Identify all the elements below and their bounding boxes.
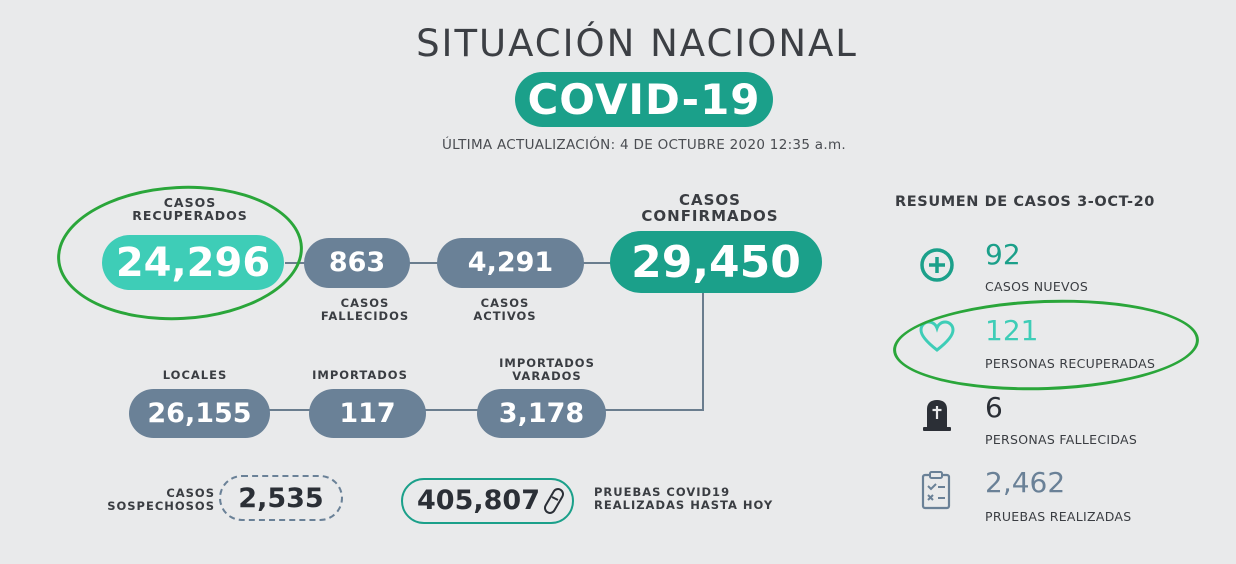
activos-value: 4,291 [437,238,584,288]
fallecidos-value: 863 [304,238,410,288]
summary-title: RESUMEN DE CASOS 3-OCT-20 [895,194,1155,210]
covid-badge: COVID-19 [515,72,773,127]
fallecidos-label: CASOS FALLECIDOS [320,296,410,323]
summary-recuperadas-value: 121 [985,314,1039,347]
locales-label: LOCALES [162,368,228,382]
last-updated-text: ÚLTIMA ACTUALIZACIÓN: 4 DE OCTUBRE 2020 … [441,137,847,153]
test-tube-icon [541,486,567,522]
importados-label: IMPORTADOS [312,368,408,382]
heart-icon [918,320,956,358]
page-title: SITUACIÓN NACIONAL [416,22,858,65]
varados-value: 3,178 [477,389,606,438]
tombstone-icon [920,397,954,437]
pruebas-value: 405,807 [417,485,540,516]
recuperados-value: 24,296 [102,235,284,290]
confirmados-value: 29,450 [610,231,822,293]
clipboard-icon [920,470,952,514]
summary-pruebas-label: PRUEBAS REALIZADAS [985,509,1132,524]
pruebas-label: PRUEBAS COVID19 REALIZADAS HASTA HOY [594,485,774,512]
activos-label: CASOS ACTIVOS [473,296,537,323]
confirmados-label: CASOS CONFIRMADOS [641,191,779,225]
varados-label: IMPORTADOS VARADOS [499,356,595,383]
summary-fallecidas-value: 6 [985,391,1003,424]
locales-value: 26,155 [129,389,270,438]
sospechosos-label: CASOS SOSPECHOSOS [107,486,215,513]
highlight-oval-summary-recuperadas [891,294,1201,396]
plus-circle-icon [918,246,956,288]
importados-value: 117 [309,389,426,438]
recuperados-label: CASOS RECUPERADOS [132,195,248,223]
summary-recuperadas-label: PERSONAS RECUPERADAS [985,356,1156,371]
summary-nuevos-label: CASOS NUEVOS [985,279,1089,294]
summary-pruebas-value: 2,462 [985,466,1066,499]
connector-line [702,285,704,410]
summary-fallecidas-label: PERSONAS FALLECIDAS [985,432,1138,447]
pruebas-box: 405,807 [401,478,574,524]
sospechosos-value: 2,535 [219,475,343,521]
summary-nuevos-value: 92 [985,238,1021,271]
